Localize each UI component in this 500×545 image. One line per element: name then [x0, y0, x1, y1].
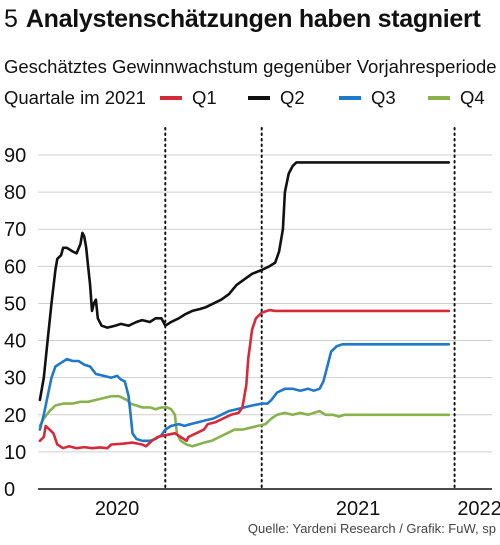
series-line-q3	[38, 343, 451, 443]
y-tick-label-40: 40	[4, 331, 26, 353]
series-line-q2	[38, 161, 451, 402]
legend-swatch-q4	[428, 96, 450, 101]
x-tick-label-2020: 2020	[95, 498, 140, 520]
y-tick-label-0: 0	[4, 479, 15, 501]
y-tick-label-20: 20	[4, 405, 26, 427]
source-credit: Quelle: Yardeni Research / Grafik: FuW, …	[247, 521, 496, 536]
legend-label-q3: Q3	[371, 87, 396, 108]
figure-title: Analystenschätzungen haben stagniert	[25, 5, 481, 33]
legend-item-q2: Q2	[248, 87, 305, 109]
legend-item-q4: Q4	[428, 87, 485, 109]
legend-label-q2: Q2	[280, 87, 305, 108]
chart-subtitle-line-1: Geschätztes Gewinnwachstum gegenüber Vor…	[4, 56, 500, 77]
figure-number: 5	[4, 5, 18, 33]
series-line-q4	[38, 394, 451, 448]
chart-title: 5 Analystenschätzungen haben stagniert	[4, 4, 481, 34]
y-tick-label-30: 30	[4, 368, 26, 390]
y-tick-label-50: 50	[4, 293, 26, 315]
y-tick-label-60: 60	[4, 256, 26, 278]
y-tick-label-80: 80	[4, 182, 26, 204]
legend-swatch-q2	[248, 96, 270, 101]
legend-swatch-q3	[339, 96, 361, 101]
legend-swatch-q1	[160, 96, 182, 101]
chart-subtitle-line-2: Quartale im 2021	[4, 87, 146, 108]
legend-item-q1: Q1	[160, 87, 217, 109]
y-tick-label-10: 10	[4, 442, 26, 464]
legend-label-q1: Q1	[192, 87, 217, 108]
y-tick-label-90: 90	[4, 145, 26, 167]
x-tick-label-2021: 2021	[336, 498, 381, 520]
legend-item-q3: Q3	[339, 87, 396, 109]
y-tick-label-70: 70	[4, 219, 26, 241]
legend-label-q4: Q4	[460, 87, 485, 108]
x-tick-label-2022: 2022	[457, 498, 500, 520]
series-line-q1	[38, 308, 451, 450]
